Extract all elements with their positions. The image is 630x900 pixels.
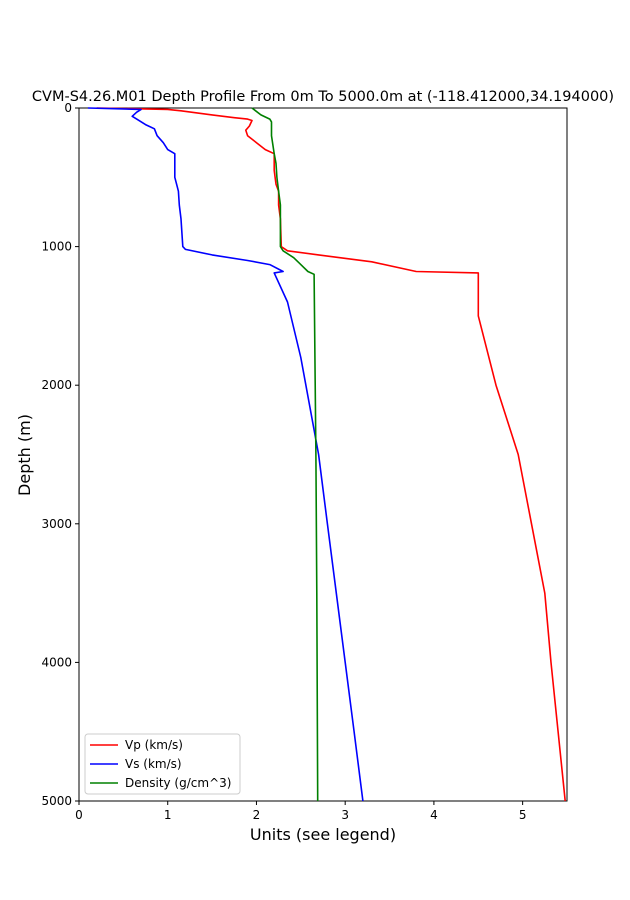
x-tick-label: 4: [430, 808, 438, 822]
legend-box: [84, 733, 241, 795]
x-tick-label: 2: [253, 808, 261, 822]
y-tick-label: 0: [64, 101, 72, 115]
y-tick-label: 2000: [41, 378, 72, 392]
plot-area: [78, 107, 568, 802]
y-axis: 0 1000 2000 3000 4000 5000: [41, 101, 79, 808]
legend-label-1: Vp (km/s): [125, 738, 183, 752]
x-tick-label: 5: [519, 808, 527, 822]
y-axis-label: Depth (m): [15, 414, 34, 496]
x-axis: 0 1 2 3 4 5: [75, 801, 526, 822]
chart-title: CVM-S4.26.M01 Depth Profile From 0m To 5…: [32, 89, 614, 105]
y-tick-label: 4000: [41, 655, 72, 669]
y-tick-label: 5000: [41, 794, 72, 808]
x-axis-label: Units (see legend): [250, 825, 396, 844]
x-tick-label: 0: [75, 808, 83, 822]
y-tick-label: 1000: [41, 240, 72, 254]
series-line-2: [87, 107, 364, 802]
y-tick-label: 3000: [41, 517, 72, 531]
series-layer: [87, 107, 566, 802]
legend-label-2: Vs (km/s): [125, 757, 182, 771]
legend-entries: Vp (km/s) Vs (km/s) Density (g/cm^3): [90, 738, 231, 790]
legend-label-3: Density (g/cm^3): [125, 776, 231, 790]
legend: Vp (km/s) Vs (km/s) Density (g/cm^3): [84, 733, 241, 795]
x-tick-label: 3: [341, 808, 349, 822]
series-line-1: [96, 107, 566, 802]
x-tick-label: 1: [164, 808, 172, 822]
series-line-3: [251, 107, 319, 802]
plot-frame: [78, 107, 568, 802]
